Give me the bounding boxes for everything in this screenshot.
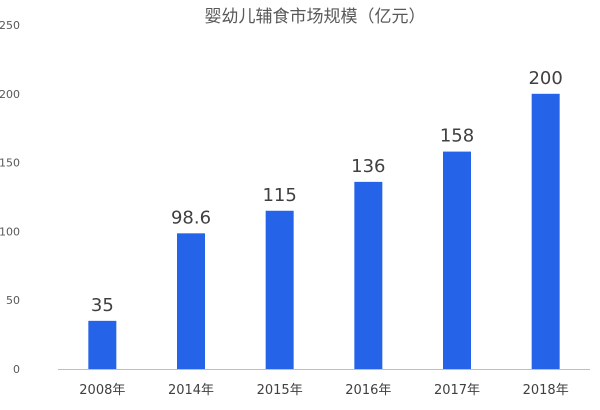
data-labels-group: 35 98.6 115 136 158 200 bbox=[91, 68, 563, 316]
x-category-label: 2014年 bbox=[168, 383, 214, 398]
y-tick-label: 250 bbox=[0, 19, 20, 32]
chart-title: 婴幼儿辅食市场规模（亿元） bbox=[205, 7, 426, 27]
bar bbox=[88, 320, 117, 369]
x-category-label: 2016年 bbox=[345, 383, 391, 398]
x-category-label: 2008年 bbox=[79, 383, 125, 398]
y-tick-label: 200 bbox=[0, 88, 20, 101]
x-category-label: 2018年 bbox=[523, 383, 569, 398]
bar bbox=[443, 151, 471, 369]
x-category-label: 2015年 bbox=[257, 383, 303, 398]
category-labels-group: 2008年 2014年 2015年 2016年 2017年 2018年 bbox=[79, 383, 568, 398]
y-tick-label: 100 bbox=[0, 225, 20, 238]
bar bbox=[177, 233, 205, 369]
bar-value-label: 158 bbox=[440, 126, 474, 147]
y-axis-ticks: 0 50 100 150 200 250 bbox=[0, 19, 20, 376]
y-tick-label: 0 bbox=[13, 363, 20, 376]
x-category-label: 2017年 bbox=[434, 383, 480, 398]
bars-group bbox=[88, 93, 560, 370]
bar-value-label: 200 bbox=[528, 68, 562, 89]
bar bbox=[265, 210, 294, 369]
bar-value-label: 35 bbox=[91, 295, 114, 316]
y-tick-label: 50 bbox=[6, 294, 20, 307]
bar-value-label: 115 bbox=[262, 185, 296, 206]
bar-value-label: 98.6 bbox=[171, 207, 211, 228]
y-tick-label: 150 bbox=[0, 157, 20, 170]
bar bbox=[531, 93, 560, 370]
bar bbox=[354, 181, 383, 369]
bar-value-label: 136 bbox=[351, 156, 385, 177]
